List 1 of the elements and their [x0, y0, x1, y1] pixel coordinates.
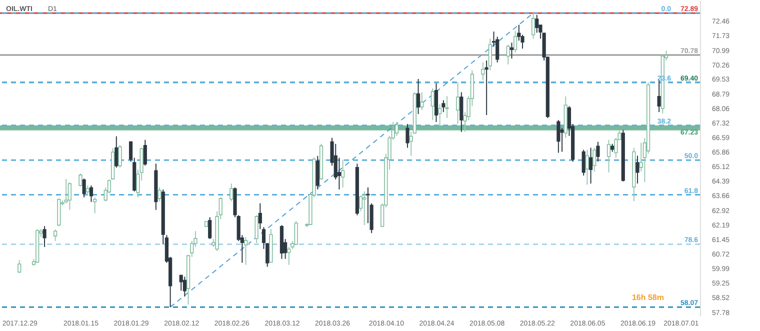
annotation: 16h 58m — [632, 293, 664, 302]
